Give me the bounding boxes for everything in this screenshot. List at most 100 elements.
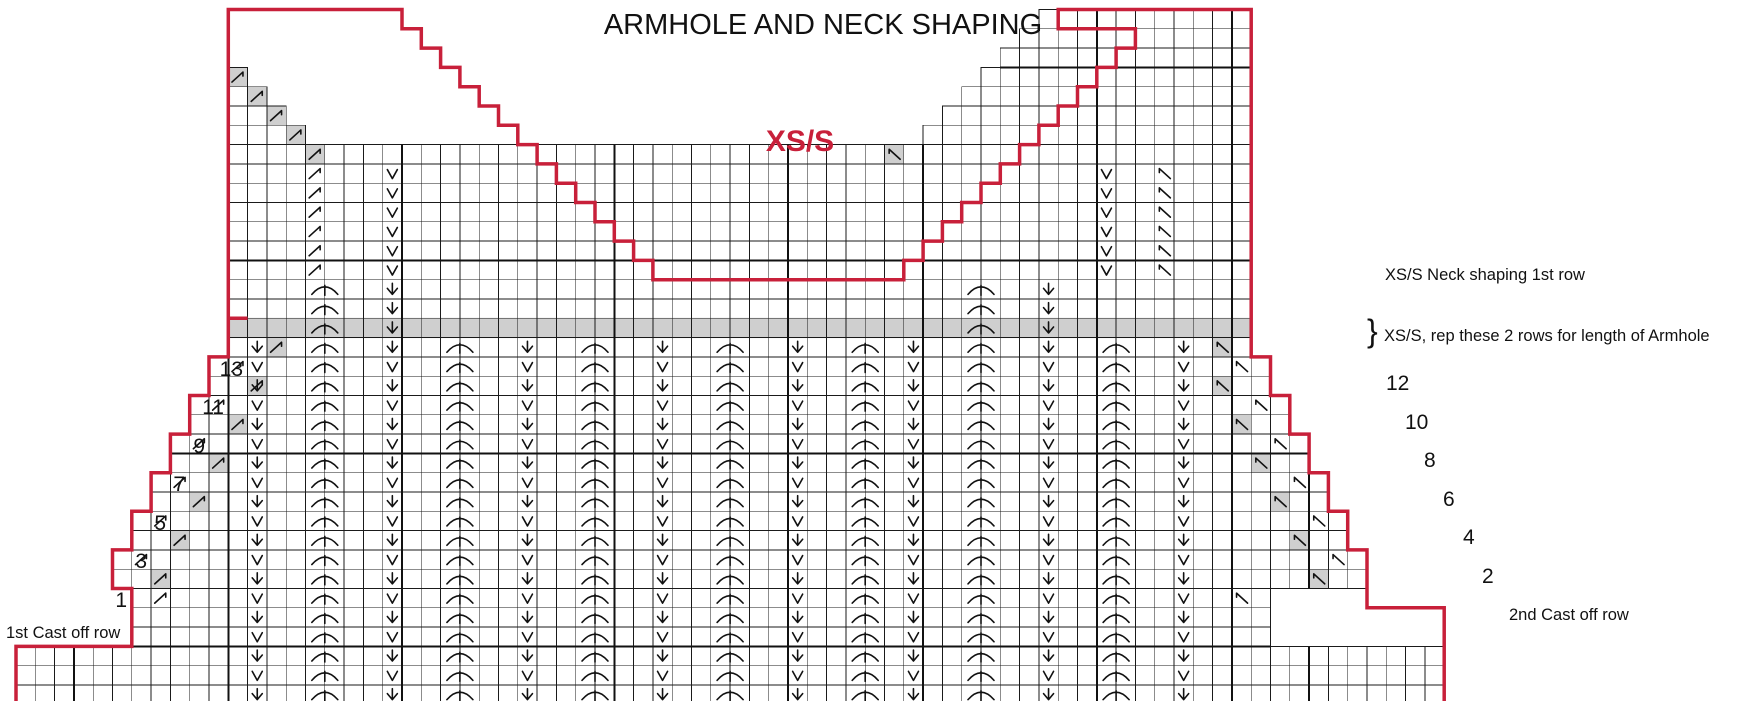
- double-decrease-arrow-symbol: [907, 533, 920, 547]
- double-decrease-arrow-symbol: [907, 340, 920, 354]
- right-row-number: 12: [1386, 372, 1409, 395]
- arc-increase-symbol: [967, 381, 995, 393]
- arc-increase-symbol: [311, 651, 339, 663]
- arc-increase-symbol: [716, 651, 744, 663]
- slip-stitch-v-symbol: [251, 400, 264, 411]
- arc-increase-symbol: [967, 670, 995, 683]
- size-label: XS/S: [766, 125, 834, 158]
- slip-stitch-v-symbol: [386, 207, 399, 218]
- double-decrease-arrow-symbol: [1177, 494, 1190, 508]
- double-decrease-arrow-symbol: [251, 687, 264, 701]
- right-slant-decrease-symbol: [231, 418, 244, 431]
- arc-increase-symbol: [581, 670, 609, 683]
- arc-increase-symbol: [446, 651, 474, 663]
- left-row-number: 9: [193, 435, 205, 458]
- left-slant-decrease-symbol: [1235, 592, 1249, 604]
- arc-increase-symbol: [1102, 535, 1130, 548]
- double-decrease-arrow-symbol: [907, 649, 920, 662]
- slip-stitch-v-symbol: [656, 670, 669, 682]
- major-grid-lines: [72, 9, 1311, 701]
- arc-increase-symbol: [1102, 516, 1130, 528]
- double-decrease-arrow-symbol: [907, 379, 920, 392]
- arc-increase-symbol: [446, 342, 474, 355]
- arc-increase-symbol: [581, 438, 609, 451]
- slip-stitch-v-symbol: [656, 477, 669, 489]
- neck-shaping-first-row-note: XS/S Neck shaping 1st row: [1385, 266, 1585, 284]
- slip-stitch-v-symbol: [386, 631, 399, 643]
- slip-stitch-v-symbol: [1177, 593, 1190, 604]
- arc-increase-symbol: [446, 477, 474, 490]
- slip-stitch-v-symbol: [251, 670, 264, 682]
- right-slant-decrease-symbol: [308, 264, 321, 276]
- slip-stitch-v-symbol: [907, 593, 920, 604]
- arc-increase-symbol: [446, 593, 474, 605]
- right-slant-decrease-symbol: [192, 495, 206, 508]
- arc-increase-symbol: [311, 400, 339, 412]
- arc-increase-symbol: [1102, 419, 1130, 432]
- slip-stitch-v-symbol: [386, 400, 399, 411]
- slip-stitch-v-symbol: [791, 516, 804, 527]
- arc-increase-symbol: [311, 689, 339, 701]
- double-decrease-arrow-symbol: [1177, 340, 1190, 354]
- slip-stitch-v-symbol: [1042, 438, 1055, 450]
- arc-increase-symbol: [851, 381, 879, 393]
- double-decrease-arrow-symbol: [386, 282, 399, 296]
- slip-stitch-v-symbol: [521, 670, 534, 682]
- right-slant-decrease-symbol: [153, 573, 167, 585]
- double-decrease-arrow-symbol: [386, 687, 399, 701]
- slip-stitch-v-symbol: [521, 400, 534, 411]
- slip-stitch-v-symbol: [1042, 631, 1055, 643]
- left-row-number: 3: [135, 550, 147, 573]
- arc-increase-symbol: [967, 477, 995, 490]
- double-decrease-arrow-symbol: [251, 494, 264, 508]
- slip-stitch-v-symbol: [1100, 188, 1113, 199]
- double-decrease-arrow-symbol: [656, 379, 669, 392]
- slip-stitch-v-symbol: [907, 400, 920, 411]
- double-decrease-arrow-symbol: [1042, 282, 1055, 296]
- left-slant-decrease-symbol: [1158, 206, 1172, 218]
- slip-stitch-v-symbol: [907, 631, 920, 643]
- arc-increase-symbol: [716, 342, 744, 355]
- double-decrease-arrow-symbol: [656, 687, 669, 701]
- arc-increase-symbol: [716, 593, 744, 605]
- double-decrease-arrow-symbol: [1177, 687, 1190, 701]
- arc-increase-symbol: [1102, 554, 1130, 567]
- right-slant-decrease-symbol: [250, 90, 264, 103]
- slip-stitch-v-symbol: [1177, 477, 1190, 489]
- arc-increase-symbol: [967, 496, 995, 509]
- slip-stitch-v-symbol: [1042, 400, 1055, 411]
- arc-increase-symbol: [967, 303, 995, 316]
- right-slant-decrease-symbol: [153, 592, 167, 604]
- arc-increase-symbol: [1102, 361, 1130, 374]
- double-decrease-arrow-symbol: [386, 340, 399, 354]
- slip-stitch-v-symbol: [656, 361, 669, 373]
- right-slant-decrease-symbol: [308, 167, 321, 180]
- arc-increase-symbol: [311, 612, 339, 625]
- arc-increase-symbol: [851, 419, 879, 432]
- double-decrease-arrow-symbol: [386, 572, 399, 585]
- double-decrease-arrow-symbol: [907, 610, 920, 624]
- arc-increase-symbol: [446, 438, 474, 451]
- arc-increase-symbol: [851, 593, 879, 605]
- arc-increase-symbol: [967, 631, 995, 644]
- double-decrease-arrow-symbol: [907, 572, 920, 585]
- double-decrease-arrow-symbol: [1042, 340, 1055, 354]
- slip-stitch-v-symbol: [656, 631, 669, 643]
- arc-increase-symbol: [581, 516, 609, 528]
- double-decrease-arrow-symbol: [386, 649, 399, 662]
- left-row-number: 5: [154, 512, 166, 535]
- slip-stitch-v-symbol: [386, 554, 399, 566]
- right-slant-decrease-symbol: [308, 225, 321, 238]
- left-slant-decrease-symbol: [1332, 553, 1345, 566]
- double-decrease-arrow-symbol: [1042, 649, 1055, 662]
- double-decrease-arrow-symbol: [1042, 301, 1055, 315]
- slip-stitch-v-symbol: [1042, 361, 1055, 373]
- second-cast-off-row-note: 2nd Cast off row: [1509, 606, 1629, 624]
- arc-increase-symbol: [967, 651, 995, 663]
- slip-stitch-v-symbol: [791, 477, 804, 489]
- right-slant-decrease-symbol: [289, 129, 302, 141]
- double-decrease-arrow-symbol: [521, 456, 534, 469]
- arc-increase-symbol: [851, 458, 879, 470]
- double-decrease-arrow-symbol: [791, 572, 804, 585]
